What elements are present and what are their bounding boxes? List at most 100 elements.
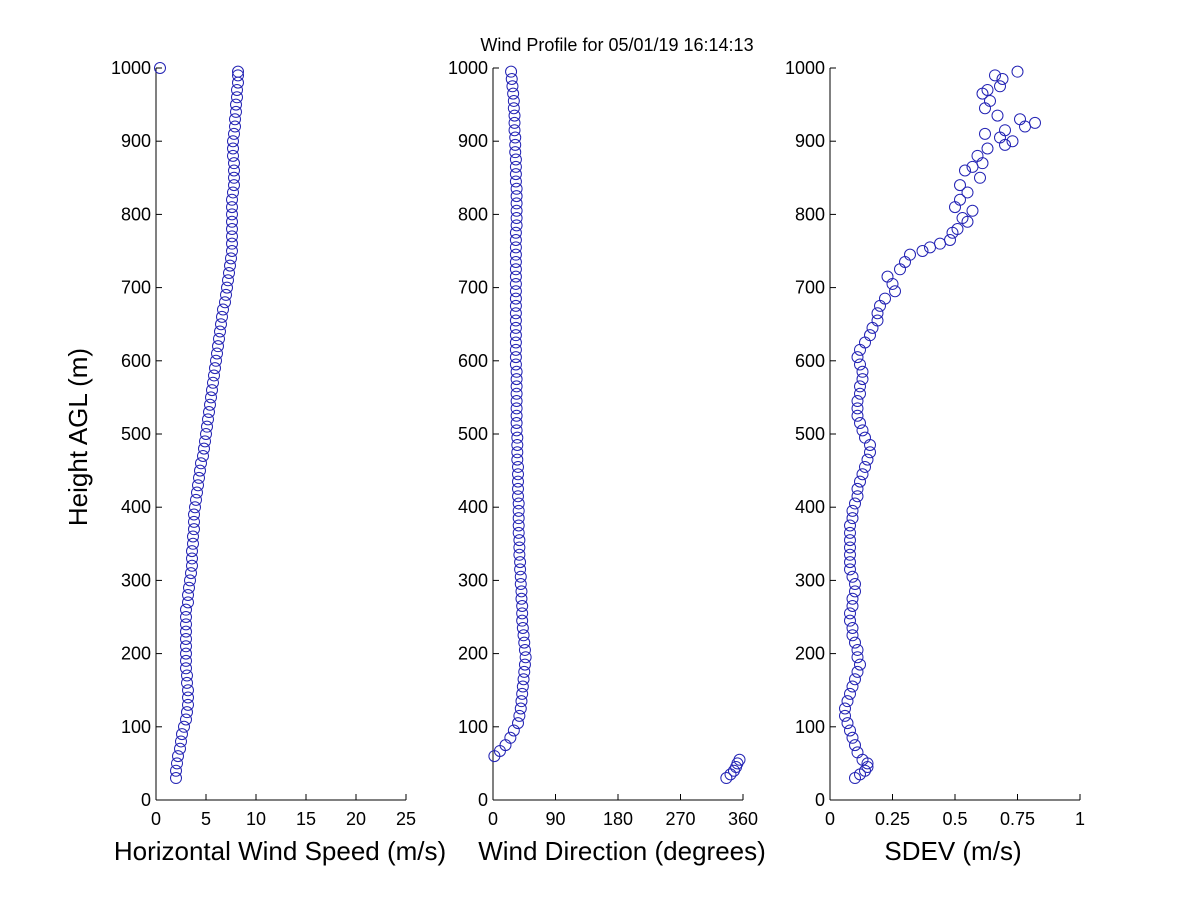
wind-direction-point: [504, 731, 517, 744]
sdev-point: [849, 585, 861, 598]
wind-speed-point: [200, 428, 212, 440]
sdev-point: [871, 314, 884, 327]
sdev-panel: 0 100 200 300 400 500 600 700 800 900 1000 0 0.25 0.5…: [785, 58, 1085, 866]
sdev-point: [971, 149, 984, 162]
wind-direction-point: [509, 270, 522, 283]
sdev-point: [864, 329, 876, 342]
wind-speed-point: [188, 515, 200, 528]
wind-speed-point: [195, 457, 207, 470]
wind-speed-point: [226, 223, 238, 236]
sdev-point: [844, 687, 856, 700]
sdev-y-tick-label: 100: [795, 717, 825, 737]
wind-speed-point: [172, 750, 184, 763]
sdev-point: [881, 270, 894, 283]
sdev-point: [886, 277, 899, 290]
sdev-point: [954, 179, 966, 192]
sdev-point: [846, 570, 859, 583]
wind-direction-point: [510, 197, 523, 210]
wind-direction-point: [509, 263, 522, 276]
wind-speed-point: [216, 310, 228, 323]
wind-direction-point: [507, 87, 520, 100]
sdev-point: [846, 592, 859, 605]
wind-direction-point: [510, 380, 523, 393]
wind-direction-point: [512, 717, 524, 730]
wind-speed-point: [170, 764, 182, 777]
sdev-point: [844, 519, 856, 532]
wind-direction-point: [509, 351, 522, 364]
wind-speed-point: [189, 501, 201, 514]
sdev-y-tick-label: 200: [795, 644, 825, 664]
wind-direction-x-tick-label: 360: [728, 809, 758, 829]
wind-direction-point: [509, 146, 522, 159]
wind-speed-point: [232, 65, 244, 78]
sdev-point: [959, 164, 971, 177]
wind-direction-point: [518, 636, 531, 649]
wind-speed-point: [194, 464, 206, 477]
wind-direction-point: [509, 321, 522, 334]
sdev-point: [899, 255, 911, 268]
sdev-point: [1029, 116, 1041, 129]
wind-speed-point: [190, 493, 202, 506]
figure-title: Wind Profile for 05/01/19 16:14:13: [480, 35, 753, 55]
sdev-point: [851, 482, 864, 495]
wind-speed-point: [191, 486, 203, 499]
wind-speed-point: [215, 318, 227, 331]
wind-speed-point: [208, 369, 220, 382]
wind-direction-point: [512, 468, 524, 481]
wind-speed-point: [212, 340, 224, 353]
wind-speed-x-tick-label: 25: [396, 809, 416, 829]
sdev-point: [991, 109, 1004, 122]
wind-direction-point: [510, 409, 523, 422]
wind-speed-x-tick-label: 5: [201, 809, 211, 829]
wind-speed-x-tick-label: 0: [151, 809, 161, 829]
wind-direction-point: [510, 402, 523, 415]
sdev-point: [871, 307, 884, 320]
wind-direction-point: [509, 226, 522, 239]
sdev-y-tick-label: 400: [795, 497, 825, 517]
wind-direction-x-tick-label: 90: [545, 809, 565, 829]
sdev-point: [854, 343, 866, 356]
wind-speed-point: [230, 98, 242, 111]
wind-direction-point: [516, 607, 529, 620]
wind-direction-y-tick-label: 500: [458, 424, 488, 444]
wind-speed-point: [185, 567, 197, 580]
sdev-point: [976, 157, 989, 170]
wind-speed-point: [176, 728, 188, 741]
sdev-point: [854, 387, 866, 400]
wind-speed-point: [197, 449, 209, 462]
wind-speed-point: [180, 618, 192, 631]
wind-speed-point: [227, 135, 239, 148]
wind-speed-point: [182, 596, 194, 609]
sdev-y-tick-label: 800: [795, 204, 825, 224]
sdev-point: [866, 321, 879, 334]
wind-direction-point: [514, 570, 527, 583]
sdev-y-tick-label: 600: [795, 351, 825, 371]
wind-direction-point: [508, 116, 521, 129]
sdev-point: [916, 245, 929, 257]
wind-speed-point: [211, 347, 223, 360]
wind-direction-point: [512, 519, 525, 532]
wind-speed-point: [231, 91, 243, 104]
sdev-point: [954, 193, 966, 206]
wind-speed-point: [222, 274, 234, 287]
sdev-point: [851, 409, 864, 422]
wind-speed-point: [226, 230, 238, 243]
wind-speed-point: [170, 772, 182, 785]
wind-speed-point: [178, 720, 190, 733]
sdev-point: [851, 746, 864, 759]
sdev-point: [874, 299, 886, 312]
wind-direction-x-tick-label: 180: [603, 809, 633, 829]
wind-speed-y-tick-label: 1000: [111, 58, 151, 78]
wind-direction-point: [514, 578, 527, 591]
wind-speed-point: [193, 471, 205, 484]
wind-direction-point: [509, 255, 522, 268]
sdev-point: [849, 636, 861, 649]
sdev-point: [989, 69, 1001, 82]
wind-direction-point: [516, 680, 529, 693]
wind-direction-point: [513, 534, 526, 547]
sdev-point: [961, 186, 974, 199]
wind-direction-point: [518, 658, 531, 671]
wind-direction-point: [510, 417, 523, 430]
wind-direction-point: [505, 72, 518, 85]
